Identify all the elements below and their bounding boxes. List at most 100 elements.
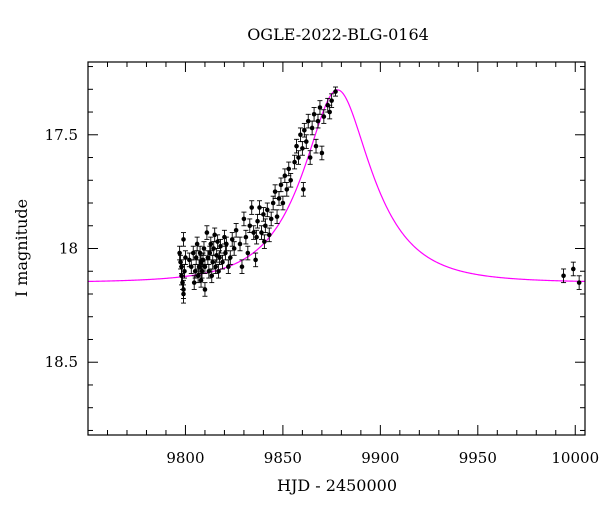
data-point <box>207 250 213 256</box>
data-point <box>213 264 218 269</box>
data-point <box>255 218 260 224</box>
data-point <box>223 250 228 256</box>
data-point <box>206 268 212 274</box>
data-point <box>196 264 202 269</box>
x-tick-label: 9900 <box>361 449 399 467</box>
data-point <box>195 273 201 279</box>
data-point <box>261 212 266 217</box>
data-point <box>319 150 325 156</box>
data-point <box>224 241 229 247</box>
data-point <box>309 125 315 131</box>
data-point <box>209 273 215 279</box>
data-point <box>282 173 288 179</box>
data-point <box>292 159 297 165</box>
data-point <box>301 187 306 192</box>
data-point <box>303 139 309 144</box>
data-point <box>233 228 239 233</box>
data-point <box>259 230 264 235</box>
data-point <box>182 268 187 274</box>
x-axis-label: HJD - 2450000 <box>277 476 397 495</box>
data-point <box>239 264 245 269</box>
x-tick-label: 9850 <box>264 449 302 467</box>
data-point <box>212 232 217 238</box>
data-point <box>576 280 582 285</box>
x-tick-label: 9800 <box>166 449 204 467</box>
data-point <box>294 143 299 149</box>
data-point <box>210 259 216 265</box>
data-point <box>180 280 185 285</box>
data-point <box>571 266 576 272</box>
data-point <box>254 234 259 240</box>
data-point <box>237 241 243 247</box>
data-point <box>177 250 182 256</box>
data-point <box>201 246 207 251</box>
data-point <box>211 246 217 251</box>
data-point <box>262 239 267 244</box>
data-point <box>280 200 286 206</box>
data-point <box>199 268 205 274</box>
data-point <box>241 216 247 222</box>
data-point <box>188 264 194 269</box>
x-tick-label: 10000 <box>551 449 599 467</box>
data-point <box>198 278 204 283</box>
data-point <box>296 155 301 160</box>
data-point <box>284 187 290 192</box>
data-point <box>202 287 208 292</box>
data-point <box>329 98 334 103</box>
data-point <box>276 196 282 201</box>
data-point <box>190 250 196 256</box>
data-point <box>218 243 223 249</box>
data-point <box>245 250 251 256</box>
y-tick-label: 18 <box>59 240 78 258</box>
data-point <box>247 223 253 229</box>
data-point <box>215 239 220 244</box>
data-point <box>202 264 208 269</box>
data-point <box>205 255 211 260</box>
data-point <box>315 118 321 124</box>
data-point <box>286 166 292 172</box>
data-point <box>313 143 319 149</box>
data-point <box>274 214 280 219</box>
data-point <box>253 257 258 263</box>
data-point <box>300 146 305 151</box>
data-point <box>305 118 311 124</box>
data-point <box>229 237 235 242</box>
data-point <box>311 112 317 117</box>
model-curve <box>88 89 585 283</box>
data-point <box>197 250 203 256</box>
plot-frame <box>87 61 586 436</box>
data-point <box>266 232 272 238</box>
y-tick-label: 17.5 <box>45 126 78 144</box>
data-point <box>243 234 249 240</box>
data-point <box>217 255 222 260</box>
data-point <box>321 114 327 119</box>
data-point <box>204 230 210 235</box>
data-point <box>272 189 278 194</box>
data-point <box>181 237 186 242</box>
y-axis-label: I magnitude <box>12 199 31 297</box>
data-point <box>265 207 270 213</box>
data-point <box>302 127 307 133</box>
data-point <box>278 182 284 188</box>
data-point <box>181 291 186 297</box>
data-point <box>193 255 199 260</box>
data-point <box>327 109 332 115</box>
data-point <box>183 255 188 260</box>
data-point <box>231 246 237 251</box>
data-point <box>333 89 338 94</box>
data-point <box>194 241 200 247</box>
data-point <box>226 264 231 269</box>
data-point <box>216 268 221 274</box>
data-point <box>561 273 566 279</box>
data-point <box>208 241 214 247</box>
data-point <box>257 205 262 210</box>
data-point <box>298 132 303 138</box>
data-point <box>178 259 183 265</box>
data-point <box>249 205 255 210</box>
data-point <box>192 268 198 274</box>
data-point <box>268 216 274 222</box>
data-point <box>263 223 268 229</box>
chart-title: OGLE-2022-BLG-0164 <box>247 25 429 44</box>
data-point <box>251 230 256 235</box>
